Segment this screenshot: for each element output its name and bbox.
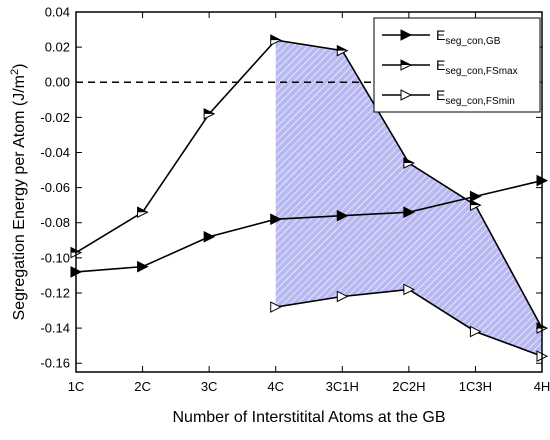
legend-entry: Eseg_con,FSmin — [382, 87, 515, 107]
data-point — [403, 206, 415, 219]
data-point — [203, 108, 216, 120]
data-point — [403, 157, 415, 169]
data-point — [336, 290, 349, 303]
data-point — [469, 325, 482, 338]
marker-fill — [137, 207, 148, 213]
y-tick-label: -0.10 — [40, 250, 70, 265]
marker-fill — [204, 108, 215, 114]
marker-shape — [469, 190, 482, 203]
y-tick-label: 0.02 — [45, 40, 70, 55]
shaded-band-layer — [275, 40, 542, 357]
x-tick-label: 4H — [534, 379, 550, 394]
legend-label-sub: seg_con,FSmax — [445, 66, 517, 77]
y-axis-title-end: ) — [11, 64, 28, 69]
data-point — [270, 34, 282, 46]
marker-fill — [470, 200, 481, 206]
marker-shape — [336, 209, 349, 222]
legend-marker — [400, 59, 413, 71]
legend-label-sub: seg_con,GB — [445, 36, 500, 47]
data-point — [403, 283, 415, 296]
x-tick-label: 2C2H — [392, 379, 425, 394]
marker-shape — [203, 230, 216, 243]
legend-label-main: E — [436, 57, 445, 73]
marker-fill — [270, 35, 281, 41]
marker-shape — [270, 213, 282, 226]
axis-layer: 0.04 0.02 0.00 -0.02 -0.04 -0.06 -0.08 -0.10 -0.… — [40, 5, 550, 395]
x-tick-label: 2C — [134, 379, 151, 394]
legend-entry: Eseg_con,FSmax — [382, 57, 518, 77]
marker-shape — [270, 301, 282, 313]
legend-label-main: E — [436, 87, 445, 103]
y-tick-label: -0.02 — [40, 110, 70, 125]
x-tick-label: 3C — [201, 379, 218, 394]
data-point — [336, 209, 349, 222]
marker-shape — [400, 89, 413, 101]
legend-marker — [400, 29, 413, 41]
series-line — [75, 39, 543, 329]
legend-label: Eseg_con,FSmax — [436, 57, 518, 77]
y-tick-label: 0.00 — [45, 75, 70, 90]
data-point — [203, 230, 216, 243]
x-axis-title: Number of Interstitital Atoms at the GB — [173, 409, 446, 426]
data-point — [469, 190, 482, 203]
y-tick-label: -0.04 — [40, 145, 70, 160]
y-axis-title-sup: 2 — [9, 69, 21, 75]
y-tick-label: 0.04 — [45, 5, 70, 20]
marker-fill — [401, 60, 411, 65]
x-tick-label: 3C1H — [326, 379, 359, 394]
marker-shape — [469, 325, 482, 338]
marker-fill — [403, 158, 414, 164]
y-tick-label: -0.08 — [40, 215, 70, 230]
y-axis-title: Segregation Energy per Atom (J/m2) — [9, 64, 28, 321]
series-2 — [70, 34, 549, 334]
data-point — [137, 260, 149, 273]
marker-shape — [400, 29, 413, 41]
series-layer — [70, 34, 549, 363]
legend-entry: Eseg_con,GB — [382, 27, 501, 47]
data-point — [137, 206, 149, 219]
legend-label-sub: seg_con,FSmin — [445, 96, 514, 107]
legend-label-main: E — [436, 27, 445, 43]
data-point — [336, 44, 349, 57]
data-point — [270, 301, 282, 313]
y-tick-label: -0.06 — [40, 180, 70, 195]
marker-shape — [336, 290, 349, 303]
marker-fill — [337, 45, 348, 51]
x-tick-label: 4C — [267, 379, 284, 394]
plot-frame — [75, 11, 543, 373]
y-axis-title-main: Segregation Energy per Atom (J/m — [11, 75, 28, 320]
data-point — [469, 199, 482, 211]
shaded-band — [275, 40, 542, 357]
marker-shape — [403, 283, 415, 296]
legend-label: Eseg_con,FSmin — [436, 87, 515, 107]
data-point — [270, 213, 282, 226]
legend-marker — [400, 89, 413, 101]
y-tick-label: -0.16 — [40, 356, 70, 371]
marker-shape — [137, 260, 149, 273]
y-tick-label: -0.14 — [40, 321, 70, 336]
x-tick-label: 1C3H — [459, 379, 492, 394]
marker-shape — [403, 206, 415, 219]
y-tick-label: -0.12 — [40, 285, 70, 300]
legend-label: Eseg_con,GB — [436, 27, 501, 47]
x-tick-label: 1C — [68, 379, 85, 394]
